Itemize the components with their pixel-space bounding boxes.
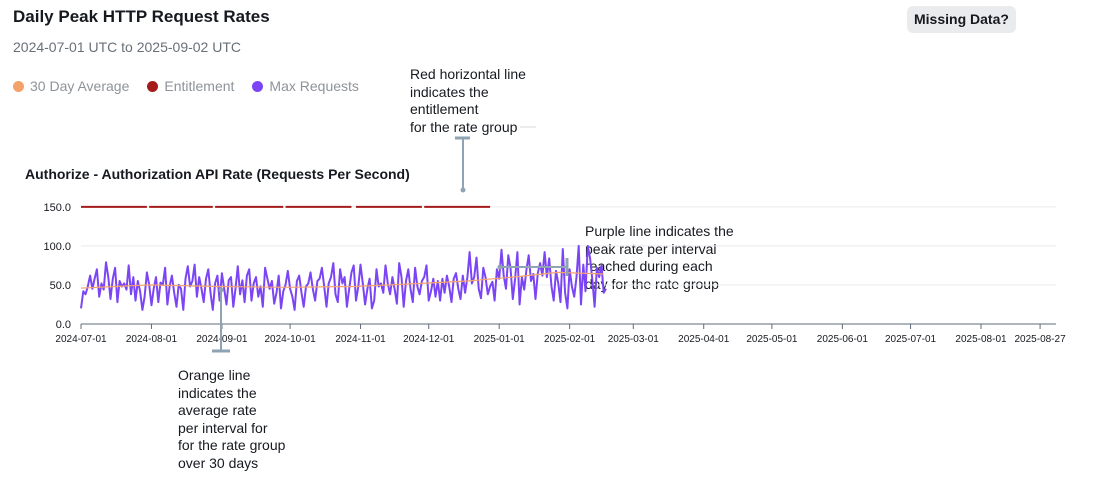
x-tick-label: 2025-01-01	[474, 334, 526, 345]
annotation-orange-line: Orange line indicates the average rate p…	[178, 367, 285, 472]
legend-dot-orange	[13, 80, 24, 92]
annotation-line: Red horizontal line	[410, 66, 526, 82]
legend-label: 30 Day Average	[30, 78, 130, 94]
chart-title: Authorize - Authorization API Rate (Requ…	[25, 166, 410, 182]
x-tick-label: 2025-06-01	[817, 334, 869, 345]
legend-dot-red	[147, 80, 159, 92]
page-title: Daily Peak HTTP Request Rates	[13, 7, 270, 26]
annotation-line: indicates the	[178, 384, 257, 401]
annotation-line: over 30 days	[178, 454, 259, 471]
legend-label: Entitlement	[164, 78, 235, 94]
annotation-connector-dot	[218, 287, 224, 293]
annotation-line: for the rate group	[178, 437, 286, 453]
x-tick-label: 2025-05-01	[746, 334, 798, 345]
legend-label: Max Requests	[269, 78, 359, 94]
legend-item-30-day-average[interactable]: 30 Day Average	[13, 78, 129, 94]
annotation-red-line: Red horizontal line indicates the entitl…	[410, 66, 526, 136]
max-requests-line	[80, 244, 607, 311]
x-tick-label: 2025-04-01	[678, 334, 730, 345]
legend-item-entitlement[interactable]: Entitlement	[147, 78, 234, 94]
x-tick-label: 2025-03-01	[608, 334, 660, 345]
annotation-connector-dot	[460, 187, 466, 193]
y-tick-label: 0.0	[56, 319, 71, 331]
missing-data-button[interactable]: Missing Data?	[907, 6, 1016, 33]
annotation-line: entitlement	[410, 101, 479, 117]
annotation-line: indicates the	[410, 83, 489, 100]
x-tick-label: 2024-07-01	[55, 334, 107, 345]
annotation-line: average rate	[178, 402, 257, 418]
annotation-purple-line: Purple line indicates the peak rate per …	[585, 223, 734, 293]
annotation-line: reached during each	[585, 258, 713, 274]
average-line	[80, 271, 604, 289]
x-tick-label: 2025-02-01	[544, 334, 596, 345]
x-tick-label: 2025-08-27	[1015, 334, 1067, 345]
x-tick-label: 2024-12-01	[403, 334, 455, 345]
x-tick-label: 2024-08-01	[126, 334, 178, 345]
x-tick-label: 2025-07-01	[885, 334, 937, 345]
annotation-connector-dot	[497, 264, 503, 270]
annotation-line: per interval for	[178, 419, 268, 436]
annotation-line: Orange line	[178, 367, 251, 383]
y-tick-label: 100.0	[43, 241, 71, 253]
chart-legend: 30 Day Average Entitlement Max Requests	[13, 78, 377, 94]
annotation-line: day for the rate group	[585, 275, 719, 292]
annotation-line: for the rate group	[410, 118, 518, 135]
annotation-line: Purple line indicates the	[585, 223, 734, 239]
legend-dot-purple	[252, 80, 264, 92]
y-tick-label: 150.0	[43, 202, 71, 214]
annotation-line: peak rate per interval	[585, 240, 717, 257]
x-tick-label: 2024-11-01	[335, 334, 386, 345]
x-tick-label: 2024-09-01	[196, 334, 248, 345]
x-tick-label: 2024-10-01	[265, 334, 317, 345]
date-range: 2024-07-01 UTC to 2025-09-02 UTC	[13, 39, 242, 55]
legend-item-max-requests[interactable]: Max Requests	[252, 78, 359, 94]
x-tick-label: 2025-08-01	[955, 334, 1007, 345]
y-tick-label: 50.0	[50, 280, 71, 292]
